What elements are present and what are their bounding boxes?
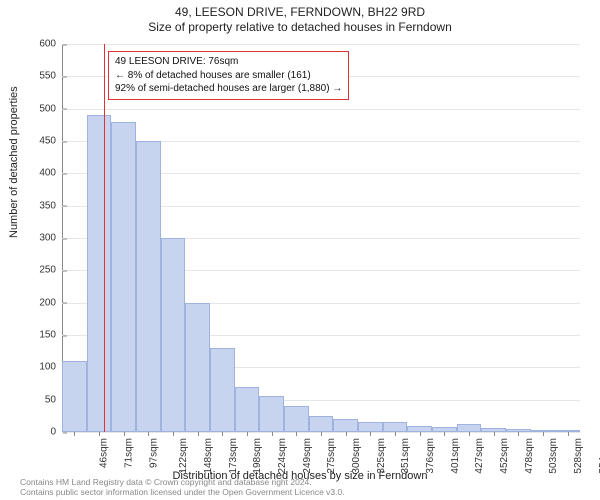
x-tick-label: 325sqm: [374, 438, 387, 474]
histogram-bar: [309, 416, 334, 432]
x-tick-mark: [568, 432, 569, 436]
x-tick-mark: [272, 432, 273, 436]
x-tick-mark: [198, 432, 199, 436]
x-tick-label: 427sqm: [472, 438, 485, 474]
histogram-bar: [259, 396, 284, 432]
y-tick-label: 150: [39, 330, 62, 341]
y-tick-label: 200: [39, 297, 62, 308]
x-tick-mark: [543, 432, 544, 436]
x-tick-label: 148sqm: [201, 438, 214, 474]
x-tick-label: 46sqm: [97, 438, 110, 468]
x-tick-mark: [148, 432, 149, 436]
x-tick-label: 503sqm: [546, 438, 559, 474]
histogram-bar: [235, 387, 260, 432]
x-tick-label: 173sqm: [226, 438, 239, 474]
reference-line: [104, 44, 105, 432]
x-tick-label: 401sqm: [448, 438, 461, 474]
x-tick-label: 452sqm: [497, 438, 510, 474]
annotation-line: 92% of semi-detached houses are larger (…: [115, 82, 342, 96]
x-tick-mark: [420, 432, 421, 436]
gridline: [62, 44, 580, 45]
annotation-box: 49 LEESON DRIVE: 76sqm← 8% of detached h…: [108, 51, 349, 100]
y-tick-label: 500: [39, 103, 62, 114]
histogram-bar: [87, 115, 112, 432]
x-tick-label: 198sqm: [250, 438, 263, 474]
gridline: [62, 109, 580, 110]
x-tick-mark: [173, 432, 174, 436]
x-tick-mark: [370, 432, 371, 436]
annotation-line: 49 LEESON DRIVE: 76sqm: [115, 55, 342, 69]
x-tick-mark: [321, 432, 322, 436]
histogram-bar: [111, 122, 136, 432]
histogram-bar: [457, 424, 482, 432]
x-tick-mark: [222, 432, 223, 436]
histogram-bar: [383, 422, 408, 432]
x-tick-mark: [99, 432, 100, 436]
histogram-bar: [358, 422, 383, 432]
x-tick-label: 122sqm: [176, 438, 189, 474]
attribution-text: Contains HM Land Registry data © Crown c…: [20, 477, 345, 498]
y-tick-label: 550: [39, 71, 62, 82]
x-tick-label: 224sqm: [275, 438, 288, 474]
x-tick-mark: [124, 432, 125, 436]
x-tick-label: 97sqm: [146, 438, 159, 468]
y-axis-label: Number of detached properties: [8, 86, 20, 238]
histogram-bar: [210, 348, 235, 432]
histogram-bar: [284, 406, 309, 432]
x-tick-mark: [296, 432, 297, 436]
x-tick-label: 300sqm: [349, 438, 362, 474]
x-tick-label: 478sqm: [522, 438, 535, 474]
attribution-line: Contains HM Land Registry data © Crown c…: [20, 477, 345, 488]
x-tick-label: 275sqm: [324, 438, 337, 474]
y-tick-label: 600: [39, 39, 62, 50]
y-tick-label: 450: [39, 136, 62, 147]
histogram-bar: [185, 303, 210, 432]
histogram-bar: [161, 238, 186, 432]
x-tick-label: 71sqm: [122, 438, 135, 468]
histogram-bar: [136, 141, 161, 432]
attribution-line: Contains public sector information licen…: [20, 487, 345, 498]
x-tick-label: 528sqm: [571, 438, 584, 474]
x-tick-mark: [518, 432, 519, 436]
chart-title-address: 49, LEESON DRIVE, FERNDOWN, BH22 9RD: [0, 5, 600, 19]
x-tick-mark: [469, 432, 470, 436]
chart-title-subtitle: Size of property relative to detached ho…: [0, 20, 600, 34]
x-tick-label: 376sqm: [423, 438, 436, 474]
histogram-bar: [333, 419, 358, 432]
chart-container: { "title_line1": "49, LEESON DRIVE, FERN…: [0, 0, 600, 500]
y-tick-label: 350: [39, 200, 62, 211]
x-tick-mark: [494, 432, 495, 436]
x-tick-label: 249sqm: [300, 438, 313, 474]
x-tick-mark: [74, 432, 75, 436]
x-tick-mark: [444, 432, 445, 436]
x-tick-label: 351sqm: [398, 438, 411, 474]
x-tick-mark: [395, 432, 396, 436]
y-tick-label: 400: [39, 168, 62, 179]
plot-area: 05010015020025030035040045050055060046sq…: [62, 44, 580, 432]
y-tick-label: 300: [39, 233, 62, 244]
y-tick-label: 250: [39, 265, 62, 276]
y-tick-label: 50: [45, 394, 62, 405]
x-tick-label: 554sqm: [596, 438, 600, 474]
y-tick-label: 0: [50, 427, 62, 438]
x-tick-mark: [247, 432, 248, 436]
annotation-line: ← 8% of detached houses are smaller (161…: [115, 69, 342, 83]
histogram-bar: [62, 361, 87, 432]
y-tick-label: 100: [39, 362, 62, 373]
x-tick-mark: [346, 432, 347, 436]
